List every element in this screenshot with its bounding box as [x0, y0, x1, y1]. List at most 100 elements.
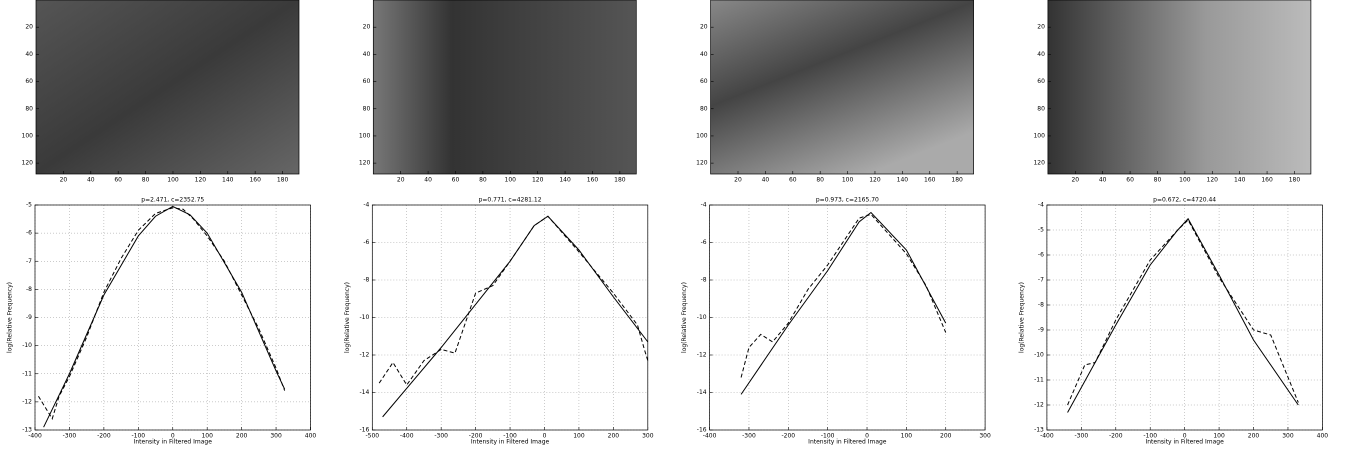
y-tick-label: -14 [359, 389, 369, 396]
x-tick-label: 120 [869, 177, 881, 184]
y-axis-label: log(Relative Frequency) [681, 282, 688, 353]
x-tick-label: 80 [1154, 177, 1162, 184]
x-tick-label: 20 [397, 177, 405, 184]
axes-frame [710, 0, 974, 175]
x-tick-label: 40 [424, 177, 432, 184]
photo [36, 0, 299, 174]
x-tick-label: 400 [1317, 433, 1329, 440]
x-tick-label: 180 [1289, 177, 1301, 184]
x-tick-label: 0 [171, 433, 175, 440]
x-tick-label: 100 [1213, 433, 1225, 440]
x-tick-label: -400 [703, 433, 717, 440]
x-axis-label: Intensity in Filtered Image [471, 439, 550, 446]
y-tick-label: 40 [363, 51, 371, 58]
y-tick-label: -12 [359, 352, 369, 359]
axes-frame [709, 204, 986, 431]
series-line [1067, 219, 1299, 406]
y-tick-label: -10 [22, 342, 32, 349]
y-tick-label: -8 [26, 286, 32, 293]
x-tick-label: 0 [543, 433, 547, 440]
x-tick-label: 0 [865, 433, 869, 440]
y-tick-label: -5 [26, 202, 32, 209]
y-tick-label: 60 [700, 78, 708, 85]
x-tick-label: -100 [821, 433, 835, 440]
y-tick-label: -8 [1038, 302, 1044, 309]
y-tick-label: -11 [22, 370, 32, 377]
x-tick-label: -300 [434, 433, 448, 440]
x-tick-label: 40 [87, 177, 95, 184]
y-tick-label: -6 [1038, 252, 1044, 259]
y-tick-label: -4 [363, 202, 369, 209]
x-tick-label: 300 [642, 433, 654, 440]
y-tick-label: 80 [1037, 105, 1045, 112]
x-tick-label: 140 [897, 177, 909, 184]
y-axis-label: log(Relative Frequency) [1018, 282, 1025, 353]
x-tick-label: -100 [132, 433, 146, 440]
x-axis-label: Intensity in Filtered Image [808, 439, 887, 446]
x-tick-label: -300 [742, 433, 756, 440]
x-tick-label: 140 [222, 177, 234, 184]
y-tick-label: -6 [363, 239, 369, 246]
y-tick-label: -13 [22, 427, 32, 434]
y-tick-label: 40 [700, 51, 708, 58]
y-tick-label: 60 [1037, 78, 1045, 85]
x-tick-label: 300 [1282, 433, 1294, 440]
series-line [378, 215, 649, 386]
x-tick-label: 160 [1261, 177, 1273, 184]
plot-area [1046, 205, 1323, 430]
x-tick-label: 400 [305, 433, 317, 440]
axes-frame [1047, 0, 1312, 175]
x-tick-label: -200 [1109, 433, 1123, 440]
x-tick-label: 140 [559, 177, 571, 184]
x-tick-label: 300 [270, 433, 282, 440]
x-tick-label: 100 [1179, 177, 1191, 184]
chart-title: p=0.771, c=4281.12 [479, 197, 542, 204]
y-tick-label: 100 [22, 132, 34, 139]
x-tick-label: 20 [734, 177, 742, 184]
x-tick-label: 120 [1207, 177, 1219, 184]
x-tick-label: 60 [789, 177, 797, 184]
x-tick-label: -400 [28, 433, 42, 440]
series-line [1067, 217, 1299, 413]
x-tick-label: 100 [573, 433, 585, 440]
y-tick-label: -14 [697, 389, 707, 396]
x-tick-label: -300 [1075, 433, 1089, 440]
x-tick-label: -100 [1143, 433, 1157, 440]
y-tick-label: 20 [363, 24, 371, 31]
y-tick-label: 120 [359, 160, 371, 167]
photo [373, 0, 637, 174]
y-tick-label: -16 [359, 427, 369, 434]
y-tick-label: 20 [700, 24, 708, 31]
y-tick-label: 40 [1037, 51, 1045, 58]
x-tick-label: 40 [1099, 177, 1107, 184]
y-tick-label: -12 [22, 398, 32, 405]
x-tick-label: 200 [940, 433, 952, 440]
x-tick-label: 80 [479, 177, 487, 184]
x-tick-label: -300 [63, 433, 77, 440]
x-axis-label: Intensity in Filtered Image [134, 439, 213, 446]
x-tick-label: 0 [1183, 433, 1187, 440]
y-tick-label: -8 [701, 277, 707, 284]
x-tick-label: 20 [1071, 177, 1079, 184]
y-tick-label: -12 [1034, 402, 1044, 409]
x-tick-label: 180 [951, 177, 963, 184]
series-line [382, 215, 649, 418]
y-tick-label: 20 [25, 24, 33, 31]
y-tick-label: -6 [701, 239, 707, 246]
series-line [38, 207, 286, 420]
y-tick-label: -10 [697, 314, 707, 321]
axes-frame [1046, 204, 1323, 431]
y-tick-label: 120 [1033, 160, 1045, 167]
y-tick-label: 80 [363, 105, 371, 112]
y-tick-label: -10 [359, 314, 369, 321]
x-tick-label: 100 [901, 433, 913, 440]
x-tick-label: 180 [277, 177, 289, 184]
y-axis-label: log(Relative Frequency) [7, 282, 14, 353]
axes-frame [372, 0, 637, 175]
photo [710, 0, 974, 174]
x-tick-label: 120 [532, 177, 544, 184]
x-axis-label: Intensity in Filtered Image [1145, 439, 1224, 446]
x-tick-label: 100 [201, 433, 213, 440]
series-line [740, 213, 947, 378]
